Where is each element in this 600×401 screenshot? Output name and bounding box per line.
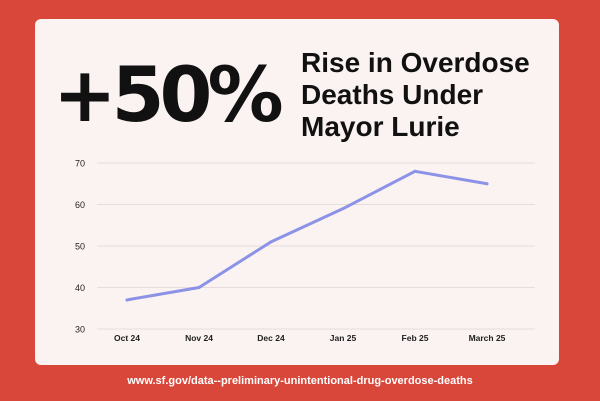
data-point xyxy=(341,207,345,211)
source-link[interactable]: www.sf.gov/data--preliminary-unintention… xyxy=(127,375,473,387)
series-line xyxy=(125,169,489,302)
x-tick-label: Jan 25 xyxy=(330,333,357,343)
data-point xyxy=(485,182,489,186)
data-point xyxy=(413,169,417,173)
data-point xyxy=(197,286,201,289)
y-tick-label: 70 xyxy=(75,159,85,169)
x-tick-label: Feb 25 xyxy=(402,333,429,343)
x-tick-label: Nov 24 xyxy=(185,333,213,343)
headline-line-3: Mayor Lurie xyxy=(301,111,460,142)
data-point xyxy=(269,240,273,244)
headline-stat: +50% xyxy=(53,50,284,139)
y-tick-label: 30 xyxy=(75,325,85,335)
headline-line-1: Rise in Overdose xyxy=(301,47,530,78)
headline-line-2: Deaths Under xyxy=(301,79,484,110)
x-tick-label: Oct 24 xyxy=(114,333,140,343)
x-tick-label: March 25 xyxy=(469,333,506,343)
y-tick-label: 60 xyxy=(75,200,85,210)
data-point xyxy=(125,298,129,302)
x-tick-label: Dec 24 xyxy=(257,333,285,343)
headline-title: Rise in Overdose Deaths Under Mayor Luri… xyxy=(301,47,551,143)
chart-card: +50% Rise in Overdose Deaths Under Mayor… xyxy=(35,19,559,365)
line-chart: 30 40 50 60 70 Oct 24 Nov 24 Dec 24 Jan 25 Feb 25… xyxy=(75,159,535,343)
y-tick-label: 50 xyxy=(75,242,85,252)
y-tick-label: 40 xyxy=(75,283,85,293)
